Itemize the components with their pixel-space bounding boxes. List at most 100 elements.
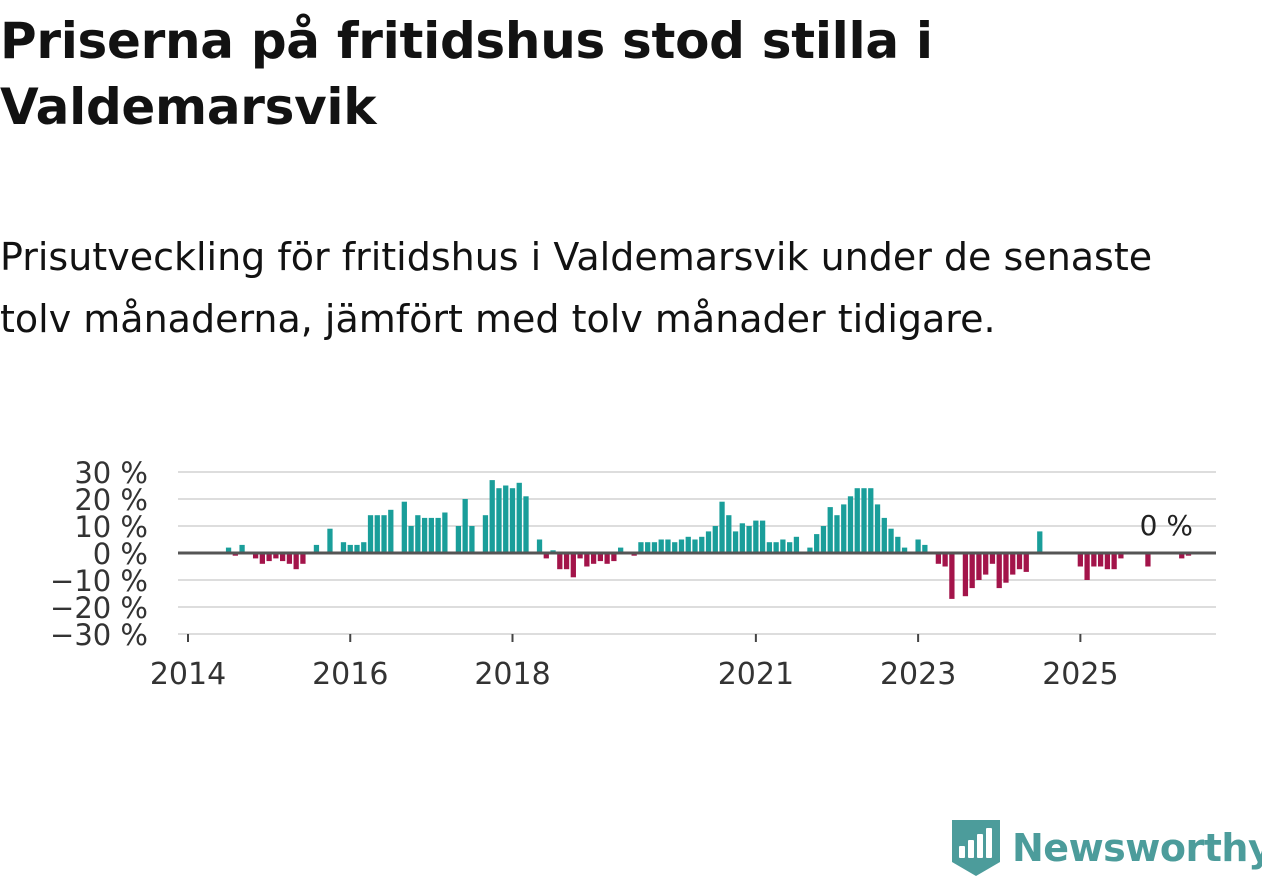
bar — [989, 553, 996, 564]
bar — [949, 553, 955, 599]
bar — [1145, 553, 1151, 567]
bar — [401, 501, 407, 553]
bar — [415, 515, 421, 553]
bar — [374, 515, 380, 553]
x-tick-label: 2014 — [150, 657, 226, 692]
x-tick-label: 2016 — [312, 657, 388, 692]
bar — [442, 512, 448, 553]
bar — [651, 542, 658, 553]
bar — [969, 553, 975, 589]
bar — [428, 517, 435, 553]
bar — [678, 539, 685, 553]
y-tick-label: −20 % — [50, 591, 148, 625]
bar — [225, 547, 232, 553]
y-tick-label: −30 % — [50, 618, 148, 652]
bar — [753, 520, 759, 553]
bar — [827, 507, 833, 553]
bar — [901, 547, 908, 553]
bar — [509, 488, 516, 553]
bar — [685, 536, 691, 553]
bar — [361, 542, 367, 553]
bar — [1037, 531, 1043, 553]
newsworthy-logo-icon — [952, 820, 1000, 876]
bar — [638, 542, 644, 553]
bar — [482, 515, 489, 553]
bar — [1118, 553, 1124, 559]
bar — [462, 499, 468, 553]
bar — [536, 539, 543, 553]
bar — [388, 509, 394, 553]
bar — [962, 553, 969, 597]
bar — [523, 496, 529, 553]
y-tick-label: 0 % — [93, 537, 148, 571]
chart-title: Priserna på fritidshus stod stilla i Val… — [0, 12, 933, 136]
bar — [854, 488, 860, 553]
bar — [293, 553, 299, 570]
bar — [672, 542, 678, 553]
bar — [881, 517, 887, 553]
bar — [935, 553, 942, 564]
bar — [1077, 553, 1083, 567]
bar — [503, 485, 509, 553]
bar — [996, 553, 1002, 589]
bar — [286, 553, 293, 564]
bar — [888, 528, 894, 553]
bar — [739, 523, 745, 553]
bar — [455, 526, 462, 553]
bar — [347, 544, 353, 553]
y-tick-label: 10 % — [74, 510, 148, 544]
bar — [340, 542, 347, 553]
bar — [820, 526, 827, 553]
bar — [1179, 553, 1185, 559]
bar — [712, 526, 718, 553]
bar — [915, 539, 921, 553]
bar — [252, 553, 259, 559]
bar — [543, 553, 549, 559]
bar — [239, 544, 245, 553]
bar — [1111, 553, 1117, 570]
bar — [705, 531, 712, 553]
bar — [922, 544, 928, 553]
bar — [280, 553, 286, 562]
newsworthy-logo: Newsworthy — [950, 818, 1262, 878]
bar — [807, 547, 813, 553]
bar — [408, 526, 414, 553]
bar — [983, 553, 989, 575]
bar — [1104, 553, 1111, 570]
bar — [658, 539, 664, 553]
bar — [516, 482, 522, 553]
bar — [584, 553, 590, 567]
bar — [1003, 553, 1009, 583]
bar — [645, 542, 651, 553]
bar — [1097, 553, 1104, 567]
bar — [266, 553, 272, 562]
x-tick-label: 2018 — [474, 657, 550, 692]
last-value-label: 0 % — [1140, 509, 1193, 542]
bar — [1023, 553, 1029, 572]
bar — [421, 517, 428, 553]
bar — [976, 553, 982, 580]
bar — [469, 526, 475, 553]
bar — [787, 542, 793, 553]
bar — [766, 542, 773, 553]
brand-name: Newsworthy — [1012, 826, 1262, 870]
bar — [354, 544, 360, 553]
bar — [381, 515, 387, 553]
bar-chart: 30 %20 %10 %0 %−10 %−20 %−30 %2014 2016 20… — [50, 456, 1216, 692]
bar — [557, 553, 563, 570]
bar — [665, 539, 671, 553]
bar — [699, 536, 705, 553]
y-tick-label: 30 % — [74, 456, 148, 490]
bar — [1010, 553, 1016, 575]
bar — [435, 517, 441, 553]
bar — [719, 501, 725, 553]
bar — [726, 515, 732, 553]
y-tick-label: −10 % — [50, 564, 148, 598]
bar — [868, 488, 874, 553]
bar — [604, 553, 610, 564]
bar — [570, 553, 576, 578]
bar — [367, 515, 374, 553]
bar — [692, 539, 698, 553]
bar — [300, 553, 306, 564]
bar — [273, 553, 279, 559]
